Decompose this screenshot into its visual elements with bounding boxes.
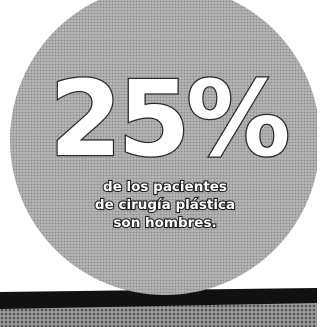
caption-line: son hombres. — [113, 215, 216, 231]
caption-line: de los pacientes — [103, 179, 227, 195]
graphic: 25% de los pacientes de cirugía plástica… — [0, 0, 317, 327]
page: 25% de los pacientes de cirugía plástica… — [0, 0, 317, 327]
caption-line: de cirugía plástica — [95, 197, 235, 213]
stat-value: 25% — [50, 58, 288, 180]
